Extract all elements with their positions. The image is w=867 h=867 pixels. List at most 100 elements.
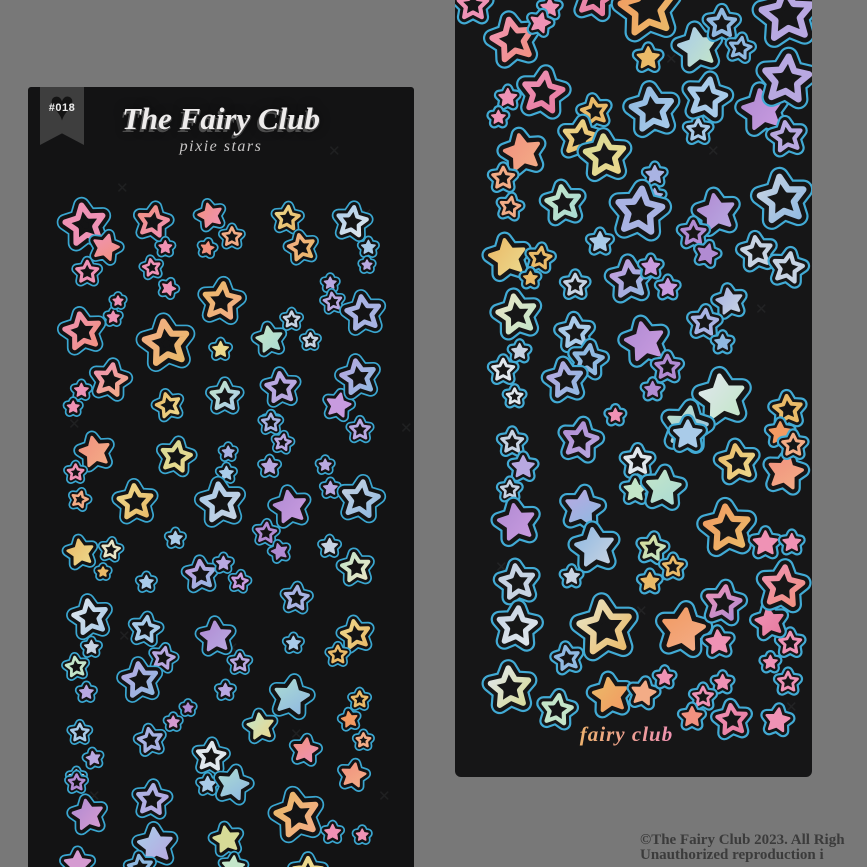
- star-sticker: [66, 719, 94, 746]
- star-sticker: [637, 252, 665, 280]
- star-sticker: [56, 196, 112, 252]
- star-sticker: [772, 666, 804, 696]
- star-sticker: [700, 623, 736, 659]
- star-sticker: [724, 31, 757, 64]
- star-sticker: [764, 114, 808, 158]
- star-sticker: [701, 3, 743, 43]
- star-sticker: [205, 376, 245, 415]
- star-sticker: [654, 273, 682, 301]
- star-sticker: [282, 229, 320, 266]
- star-sticker: [654, 599, 714, 658]
- star-sticker: [501, 383, 528, 409]
- star-sticker: [693, 238, 723, 269]
- star-sticker: [257, 454, 283, 479]
- star-sticker: [585, 670, 634, 718]
- star-sticker: [135, 312, 195, 372]
- star-sticker: [68, 487, 93, 513]
- star-sticker: [494, 83, 522, 111]
- star-sticker: [687, 681, 719, 711]
- star-sticker: [482, 10, 541, 69]
- star-sticker: [61, 651, 91, 681]
- star-sticker: [163, 526, 187, 549]
- star-sticker: [759, 701, 796, 737]
- star-sticker: [773, 626, 807, 658]
- star-sticker: [194, 615, 237, 657]
- star-sticker: [747, 524, 783, 559]
- star-sticker: [619, 442, 657, 480]
- star-sticker: [65, 592, 113, 640]
- star-sticker: [162, 711, 184, 732]
- star-sticker: [61, 534, 99, 571]
- star-sticker: [675, 214, 711, 249]
- star-sticker: [213, 763, 255, 806]
- heart-icon: ♥: [49, 87, 75, 129]
- star-sticker: [128, 610, 165, 648]
- star-sticker: [610, 0, 682, 43]
- star-sticker: [178, 698, 198, 717]
- star-sticker: [71, 255, 103, 287]
- star-sticker: [324, 641, 352, 668]
- star-sticker: [558, 268, 592, 300]
- star-sticker: [548, 639, 584, 676]
- sticker-sheet-front: ♥ #018 The Fairy Club pixie stars ✕ ✕ ✕ ✕ ✕ ✕…: [28, 87, 414, 867]
- copyright-line1: ©The Fairy Club 2023. All Righ: [640, 832, 845, 848]
- star-sticker: [110, 477, 159, 525]
- star-sticker: [153, 235, 177, 258]
- star-sticker: [631, 41, 665, 73]
- star-sticker: [553, 310, 597, 354]
- star-sticker: [776, 428, 810, 460]
- star-sticker: [710, 282, 749, 321]
- star-sticker: [148, 641, 180, 674]
- copyright-line2: Unauthorized reproduction i: [640, 847, 824, 863]
- star-sticker: [517, 265, 543, 290]
- star-sticker: [194, 476, 247, 528]
- star-sticker: [279, 580, 314, 615]
- star-sticker: [317, 534, 343, 559]
- sheet-number: #018: [48, 102, 76, 114]
- copyright-notice: ©The Fairy Club 2023. All Righ Unauthori…: [640, 833, 845, 863]
- star-sticker: [347, 687, 373, 712]
- star-sticker: [755, 47, 812, 110]
- star-sticker: [335, 614, 375, 655]
- star-sticker: [490, 496, 542, 548]
- star-sticker: [279, 307, 305, 332]
- star-sticker: [138, 254, 165, 281]
- star-sticker: [681, 113, 715, 145]
- star-sticker: [626, 674, 662, 711]
- star-sticker: [639, 376, 666, 402]
- star-sticker: [81, 746, 105, 770]
- star-sticker: [155, 435, 198, 478]
- star-sticker: [357, 255, 377, 274]
- star-sticker: [208, 337, 234, 362]
- star-sticker: [558, 483, 607, 531]
- star-sticker: [335, 547, 376, 587]
- star-sticker: [351, 824, 373, 845]
- star-sticker: [699, 578, 748, 626]
- star-sticker: [336, 757, 371, 792]
- sparkle-mark: ✕: [400, 420, 413, 437]
- star-sticker: [259, 366, 302, 408]
- star-sticker: [767, 389, 808, 429]
- star-sticker: [492, 557, 541, 605]
- star-sticker: [321, 387, 356, 422]
- sticker-sheet-closeup: ✕✕✕✕✕✕✕✕ fairy club: [455, 0, 812, 777]
- star-sticker: [506, 338, 533, 364]
- star-sticker: [676, 701, 708, 731]
- star-sticker: [207, 821, 245, 858]
- star-sticker: [557, 415, 605, 464]
- star-sticker: [180, 554, 221, 594]
- star-sticker: [570, 0, 622, 23]
- star-sticker: [496, 475, 524, 503]
- fairy-club-script: fairy club: [455, 722, 798, 747]
- star-sticker: [69, 378, 93, 401]
- star-sticker: [267, 484, 312, 529]
- star-sticker: [690, 365, 752, 427]
- star-sticker: [750, 167, 812, 231]
- brand-title: The Fairy Club: [121, 101, 321, 136]
- star-sticker: [314, 454, 336, 475]
- star-sticker: [228, 569, 253, 595]
- star-sticker: [762, 447, 810, 496]
- star-sticker: [575, 92, 614, 131]
- star-sticker: [495, 425, 529, 457]
- star-sticker: [122, 849, 157, 867]
